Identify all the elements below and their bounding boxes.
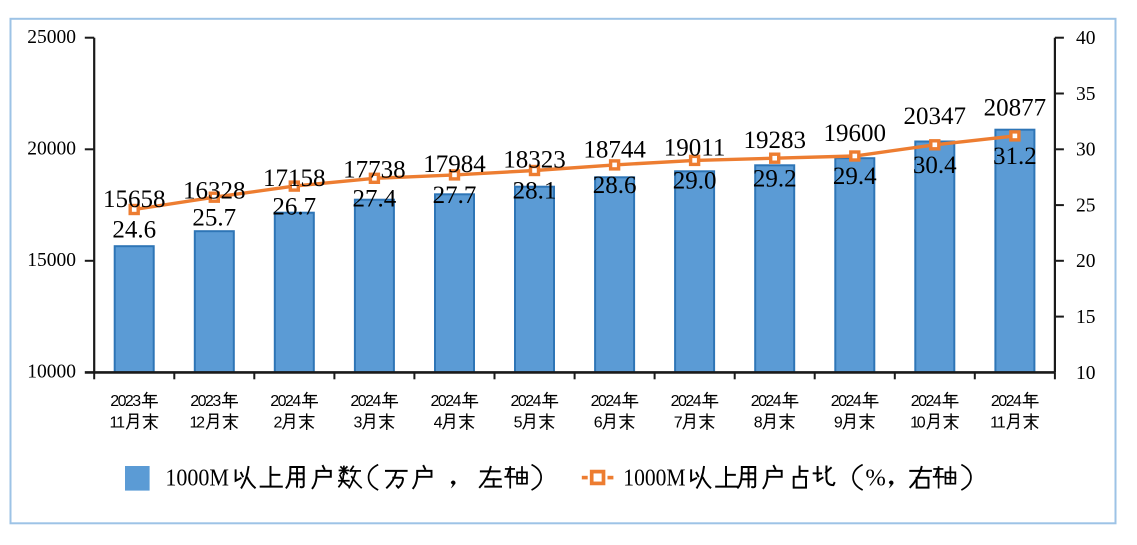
svg-text:2024: 2024 bbox=[831, 393, 862, 410]
svg-text:2024: 2024 bbox=[431, 393, 462, 410]
svg-text:27.4: 27.4 bbox=[353, 186, 397, 213]
svg-text:7: 7 bbox=[674, 414, 683, 431]
svg-text:26.7: 26.7 bbox=[272, 193, 316, 220]
svg-text:11: 11 bbox=[990, 414, 1006, 431]
svg-text:2023: 2023 bbox=[190, 393, 221, 410]
svg-text:40: 40 bbox=[1076, 28, 1096, 49]
svg-text:19600: 19600 bbox=[824, 120, 887, 147]
svg-text:20877: 20877 bbox=[984, 95, 1047, 122]
svg-text:19011: 19011 bbox=[664, 135, 726, 162]
svg-text:28.1: 28.1 bbox=[513, 178, 557, 205]
svg-text:31.2: 31.2 bbox=[993, 143, 1037, 170]
svg-text:18323: 18323 bbox=[503, 146, 566, 173]
svg-text:24.6: 24.6 bbox=[112, 217, 156, 244]
svg-text:2024: 2024 bbox=[671, 393, 702, 410]
svg-text:10: 10 bbox=[910, 414, 926, 431]
svg-text:10: 10 bbox=[1076, 363, 1096, 384]
svg-text:28.6: 28.6 bbox=[593, 172, 637, 199]
svg-text:11: 11 bbox=[110, 414, 126, 431]
svg-text:30.4: 30.4 bbox=[913, 152, 957, 179]
svg-text:1000M: 1000M bbox=[165, 465, 229, 492]
svg-text:20000: 20000 bbox=[27, 139, 76, 160]
svg-text:17738: 17738 bbox=[343, 156, 406, 183]
svg-text:2024: 2024 bbox=[511, 393, 542, 410]
svg-text:2024: 2024 bbox=[591, 393, 622, 410]
svg-text:2023: 2023 bbox=[110, 393, 141, 410]
svg-text:25000: 25000 bbox=[27, 27, 76, 48]
svg-text:1000M: 1000M bbox=[623, 465, 685, 492]
svg-text:15: 15 bbox=[1076, 307, 1096, 328]
svg-text:29.0: 29.0 bbox=[673, 168, 717, 195]
svg-text:12: 12 bbox=[190, 414, 206, 431]
svg-text:25: 25 bbox=[1076, 196, 1096, 217]
svg-text:9: 9 bbox=[834, 414, 843, 431]
svg-text:2024: 2024 bbox=[991, 393, 1022, 410]
svg-text:15658: 15658 bbox=[103, 186, 166, 213]
svg-text:17984: 17984 bbox=[423, 151, 486, 178]
svg-text:4: 4 bbox=[434, 414, 443, 431]
svg-text:2024: 2024 bbox=[350, 393, 381, 410]
svg-text:35: 35 bbox=[1076, 84, 1096, 105]
svg-text:15000: 15000 bbox=[27, 250, 76, 271]
svg-text:16328: 16328 bbox=[183, 178, 246, 205]
svg-text:20: 20 bbox=[1076, 251, 1096, 272]
svg-text:2024: 2024 bbox=[911, 393, 942, 410]
svg-text:8: 8 bbox=[754, 414, 763, 431]
svg-text:18744: 18744 bbox=[583, 137, 646, 164]
svg-text:2024: 2024 bbox=[270, 393, 301, 410]
svg-text:20347: 20347 bbox=[904, 103, 967, 130]
svg-text:27.7: 27.7 bbox=[433, 182, 477, 209]
svg-text:%: % bbox=[865, 465, 886, 492]
svg-text:29.2: 29.2 bbox=[753, 165, 797, 192]
svg-text:29.4: 29.4 bbox=[833, 163, 877, 190]
svg-text:2: 2 bbox=[274, 414, 283, 431]
svg-text:30: 30 bbox=[1076, 140, 1096, 161]
svg-text:19283: 19283 bbox=[743, 127, 806, 154]
svg-text:5: 5 bbox=[514, 414, 523, 431]
svg-text:17158: 17158 bbox=[263, 165, 326, 192]
svg-text:25.7: 25.7 bbox=[192, 204, 236, 231]
svg-text:2024: 2024 bbox=[751, 393, 782, 410]
svg-text:3: 3 bbox=[354, 414, 363, 431]
svg-text:10000: 10000 bbox=[27, 362, 76, 383]
svg-text:6: 6 bbox=[594, 414, 603, 431]
